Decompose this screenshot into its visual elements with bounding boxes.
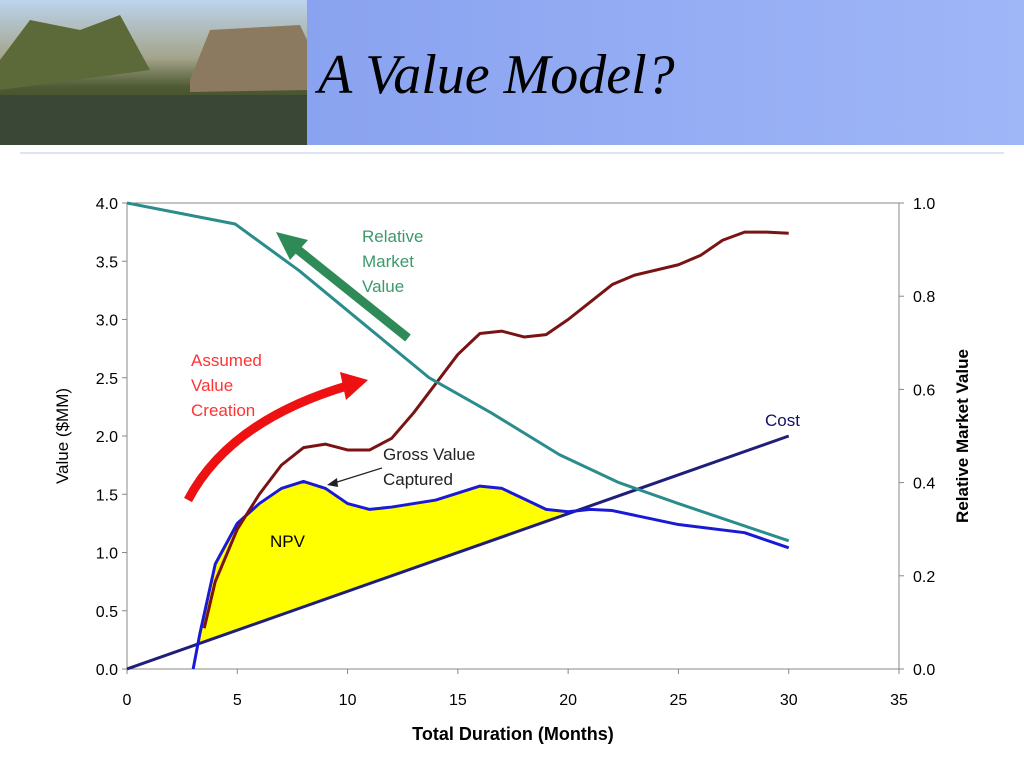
y-tick-label: 4.0 — [96, 196, 118, 213]
annotation: Cost — [765, 411, 800, 430]
x-tick-label: 10 — [339, 692, 357, 709]
y2-tick-label: 0.2 — [913, 569, 935, 586]
x-tick-label: 5 — [233, 692, 242, 709]
annotation: Relative Market Value — [362, 227, 423, 296]
arrowhead — [340, 372, 368, 400]
annotation-line: Value — [191, 376, 233, 395]
annotation-line: Gross Value — [383, 445, 475, 464]
y2-tick-label: 0.6 — [913, 382, 935, 399]
y-tick-label: 1.5 — [96, 487, 118, 504]
annotation-line: Cost — [765, 411, 800, 430]
y-tick-label: 2.5 — [96, 371, 118, 388]
x-tick-label: 35 — [890, 692, 908, 709]
annotation: NPV — [270, 532, 306, 551]
npv-area — [199, 481, 569, 644]
x-tick-label: 25 — [670, 692, 688, 709]
y2-tick-label: 1.0 — [913, 196, 935, 213]
series-line — [126, 201, 790, 543]
pointer — [333, 467, 383, 484]
y-axis-label: Value ($MM) — [53, 388, 72, 484]
y2-tick-label: 0.8 — [913, 289, 935, 306]
y-tick-label: 2.0 — [96, 429, 118, 446]
annotation: Assumed Value Creation — [191, 351, 262, 420]
x-axis-label: Total Duration (Months) — [412, 724, 614, 744]
y2-axis-label: Relative Market Value — [953, 349, 972, 523]
photo-cliff — [190, 25, 307, 92]
slide-title: A Value Model? — [314, 44, 675, 106]
annotation: Gross Value Captured — [383, 445, 475, 489]
arrowhead — [276, 232, 308, 260]
annotation-line: Captured — [383, 470, 453, 489]
value-creation-arrow — [184, 380, 352, 503]
x-tick-label: 15 — [449, 692, 467, 709]
x-tick-label: 30 — [780, 692, 798, 709]
y-tick-label: 0.5 — [96, 604, 118, 621]
y-tick-label: 3.0 — [96, 313, 118, 330]
y-tick-label: 0.0 — [96, 662, 118, 679]
y2-tick-label: 0.4 — [913, 476, 935, 493]
annotation-line: NPV — [270, 532, 306, 551]
x-tick-label: 20 — [559, 692, 577, 709]
pointer-head — [327, 478, 338, 487]
annotation-line: Assumed — [191, 351, 262, 370]
y-tick-label: 3.5 — [96, 254, 118, 271]
photo-trees — [0, 15, 150, 90]
photo-water — [0, 95, 307, 145]
header-band — [307, 0, 1024, 145]
annotation-line: Relative — [362, 227, 423, 246]
y2-tick-label: 0.0 — [913, 662, 935, 679]
annotation-line: Creation — [191, 401, 255, 420]
y-tick-label: 1.0 — [96, 546, 118, 563]
annotation-line: Value — [362, 277, 404, 296]
x-tick-label: 0 — [123, 692, 132, 709]
series-line — [126, 434, 790, 671]
market-value-arrow — [289, 241, 411, 342]
annotation-line: Market — [362, 252, 414, 271]
series-line — [202, 230, 789, 629]
